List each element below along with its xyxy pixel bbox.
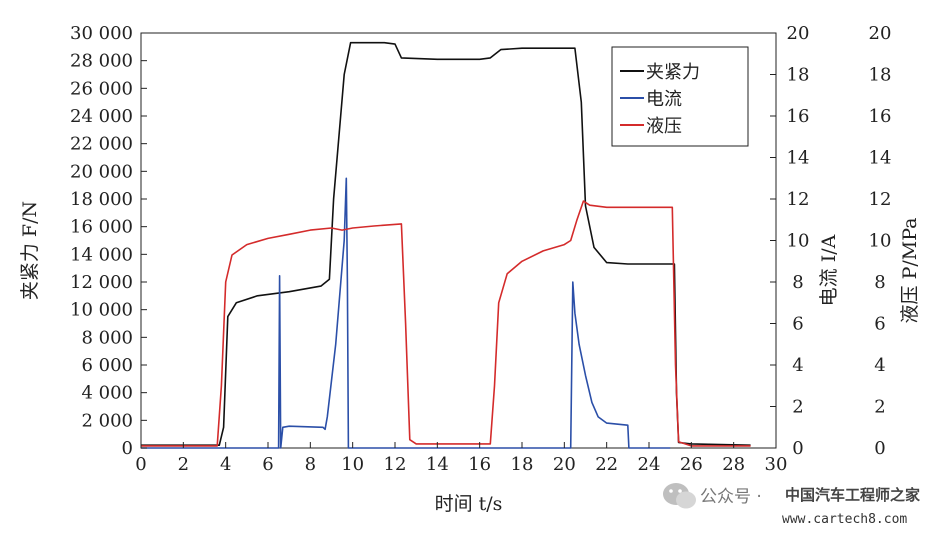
x-tick-label: 26 xyxy=(680,454,703,475)
y-axis-right-pressure: 0 2 4 6 8 10 12 14 16 18 20 xyxy=(869,23,892,459)
x-axis-label: 时间 t/s xyxy=(435,493,503,515)
y-right-current-tick-label: 8 xyxy=(792,272,803,293)
legend-label: 电流 xyxy=(646,89,682,110)
y-left-tick-label: 16 000 xyxy=(70,217,133,238)
x-tick-label: 2 xyxy=(178,454,189,475)
y-right-pressure-tick-label: 8 xyxy=(874,272,885,293)
y-left-tick-label: 26 000 xyxy=(70,78,133,99)
wechat-icon xyxy=(663,483,696,509)
watermark-label: 公众号 · xyxy=(700,487,762,507)
y-left-tick-label: 6 000 xyxy=(81,355,133,376)
x-tick-label: 18 xyxy=(511,454,534,475)
y-right-pressure-tick-label: 0 xyxy=(874,438,885,459)
watermark-brand: 中国汽车工程师之家 xyxy=(785,486,920,504)
x-tick-label: 10 xyxy=(341,454,364,475)
y-left-tick-label: 22 000 xyxy=(70,134,133,155)
y-right-current-tick-label: 18 xyxy=(787,65,810,86)
y-right-pressure-tick-label: 4 xyxy=(874,355,885,376)
y-left-tick-label: 2 000 xyxy=(81,410,133,431)
y-right-current-tick-label: 16 xyxy=(787,106,810,127)
x-tick-label: 20 xyxy=(553,454,576,475)
x-tick-label: 8 xyxy=(305,454,316,475)
y-axis-right-current: 0 2 4 6 8 10 12 14 16 18 20 xyxy=(770,23,809,459)
series-line xyxy=(141,177,671,449)
y-left-tick-label: 24 000 xyxy=(70,106,133,127)
watermark-url: www.cartech8.com xyxy=(782,512,907,527)
x-tick-label: 30 xyxy=(765,454,788,475)
y-right-pressure-tick-label: 20 xyxy=(869,23,892,44)
y-right-pressure-tick-label: 14 xyxy=(869,148,892,169)
x-tick-label: 12 xyxy=(384,454,407,475)
y-right-pressure-tick-label: 10 xyxy=(869,231,892,252)
watermark: 公众号 · 中国汽车工程师之家 www.cartech8.com xyxy=(663,483,920,527)
y-axis-right-current-label: 电流 I/A xyxy=(818,234,840,306)
x-tick-label: 0 xyxy=(135,454,146,475)
x-tick-label: 6 xyxy=(262,454,273,475)
y-right-current-tick-label: 0 xyxy=(792,438,803,459)
y-left-tick-label: 30 000 xyxy=(70,23,133,44)
y-left-tick-label: 10 000 xyxy=(70,300,133,321)
y-left-tick-label: 8 000 xyxy=(81,327,133,348)
y-left-tick-label: 12 000 xyxy=(70,272,133,293)
y-left-tick-label: 14 000 xyxy=(70,244,133,265)
y-left-tick-label: 28 000 xyxy=(70,51,133,72)
y-right-pressure-tick-label: 12 xyxy=(869,189,892,210)
x-tick-label: 28 xyxy=(722,454,745,475)
x-tick-label: 4 xyxy=(220,454,231,475)
y-right-current-tick-label: 2 xyxy=(792,397,803,418)
y-right-current-tick-label: 14 xyxy=(787,148,810,169)
legend-box xyxy=(611,46,749,147)
legend-label: 液压 xyxy=(646,116,682,137)
plot-area xyxy=(140,32,777,449)
y-axis-left-label: 夹紧力 F/N xyxy=(19,201,41,300)
y-right-current-tick-label: 12 xyxy=(787,189,810,210)
y-right-current-tick-label: 10 xyxy=(787,231,810,252)
x-tick-label: 22 xyxy=(595,454,618,475)
legend-label: 夹紧力 xyxy=(646,62,700,83)
x-tick-label: 24 xyxy=(638,454,661,475)
y-left-tick-label: 18 000 xyxy=(70,189,133,210)
x-tick-label: 16 xyxy=(468,454,491,475)
y-right-current-tick-label: 20 xyxy=(787,23,810,44)
y-left-tick-label: 0 xyxy=(122,438,133,459)
y-right-pressure-tick-label: 6 xyxy=(874,314,885,335)
series-line xyxy=(141,41,751,447)
y-right-pressure-tick-label: 18 xyxy=(869,65,892,86)
y-right-current-tick-label: 4 xyxy=(792,355,803,376)
y-axis-right-pressure-label: 液压 P/MPa xyxy=(899,218,921,324)
x-axis: 0 2 4 6 8 10 12 14 16 18 20 22 24 26 28 30 xyxy=(135,442,787,475)
series-group xyxy=(141,41,751,449)
y-left-tick-label: 4 000 xyxy=(81,383,133,404)
y-right-pressure-tick-label: 16 xyxy=(869,106,892,127)
x-tick-label: 14 xyxy=(426,454,449,475)
y-right-current-tick-label: 6 xyxy=(792,314,803,335)
y-left-tick-label: 20 000 xyxy=(70,161,133,182)
y-right-pressure-tick-label: 2 xyxy=(874,397,885,418)
y-axis-left: 0 2 000 4 000 6 000 8 000 10 000 12 000 14 000 1… xyxy=(70,23,147,459)
series-line xyxy=(141,200,751,447)
